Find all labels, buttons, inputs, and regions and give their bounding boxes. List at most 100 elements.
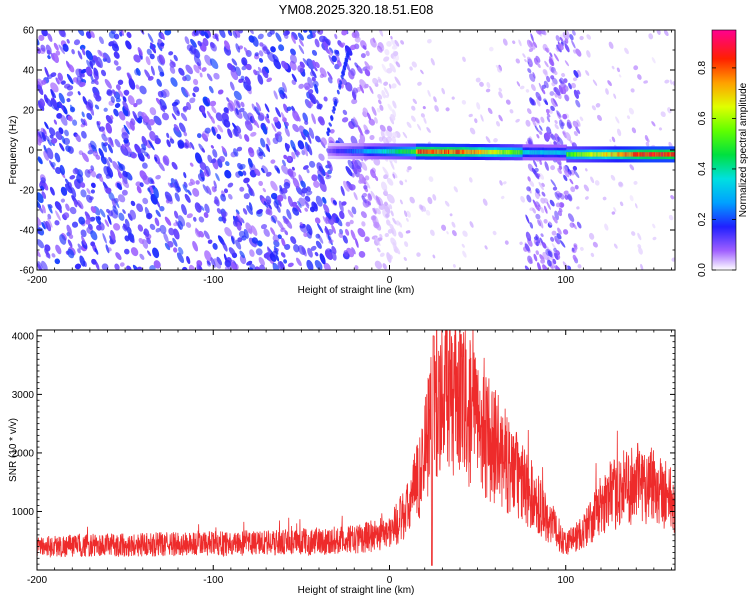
tone-core (524, 150, 527, 155)
spectrogram-cell (602, 196, 607, 201)
tone-core (427, 149, 430, 154)
spectrogram-cell (386, 41, 392, 47)
spectrogram-cell (363, 185, 368, 190)
spectrogram-cell (282, 187, 288, 194)
snr-series-line (37, 330, 675, 566)
spectrogram-cell (96, 121, 101, 131)
spectrogram-cell (552, 258, 557, 265)
spectrogram-cell (218, 155, 226, 163)
spectrogram-cell (114, 138, 121, 148)
spectrogram-cell (133, 54, 141, 63)
spectrogram-cell (416, 252, 421, 257)
spectrogram-cell (360, 161, 368, 171)
tone-core (598, 152, 600, 157)
spectrogram-cell (127, 213, 133, 221)
spectrogram-cell (345, 228, 350, 236)
spectrogram-cell (198, 216, 205, 223)
spectrogram-cell (223, 253, 228, 263)
spectrogram-cell (241, 235, 247, 241)
spectrogram-cell (180, 112, 188, 122)
spectrogram-cell (567, 213, 575, 222)
spectrogram-cell (67, 239, 73, 248)
spectrogram-cell (468, 177, 473, 183)
tone-core (445, 149, 447, 154)
tone-core (593, 152, 595, 157)
tone-core (572, 152, 574, 157)
spectrogram-cell (91, 258, 97, 265)
spectrogram-cell (88, 145, 93, 152)
spectrogram-cell (284, 126, 290, 137)
tone-core (560, 150, 562, 155)
tone-core (397, 149, 400, 154)
spectrogram-cell (633, 180, 638, 185)
tone-core (417, 149, 420, 154)
spectrogram-cell (531, 116, 537, 123)
spectrogram-cell (86, 188, 91, 195)
spectrogram-cell (527, 68, 532, 74)
spectrogram-cell (577, 89, 581, 95)
tone-core (654, 152, 657, 157)
spectrogram-cell (399, 199, 403, 205)
spectrogram-cell (304, 207, 308, 212)
tone-core (604, 152, 606, 157)
spectrogram-cell (77, 50, 83, 60)
spectrogram-cell (140, 30, 145, 35)
tone-core (403, 149, 405, 154)
spectrogram-cell (542, 68, 548, 75)
spectrogram-cell (213, 180, 217, 189)
spectrogram-cell (150, 65, 155, 76)
tone-core (609, 152, 612, 157)
tone-core (494, 149, 497, 155)
spectrogram-cell (107, 214, 112, 226)
spectrogram-cell (280, 227, 286, 233)
tone-core (602, 152, 604, 157)
tone-core (526, 150, 529, 155)
spectrogram-cell (390, 160, 395, 170)
spectrogram-cell (193, 55, 202, 67)
spectrogram-cell (280, 252, 286, 258)
spectrogram-cell (270, 180, 278, 191)
spectrogram-cell (108, 156, 113, 163)
spectrogram-cell (534, 203, 540, 212)
spectrogram-cell (537, 262, 542, 270)
tone-core (607, 152, 610, 157)
spectrogram-cell (311, 76, 316, 82)
spectrogram-cell (41, 221, 46, 230)
spectrogram-cell (349, 44, 357, 51)
spectrogram-cell (341, 71, 345, 76)
tone-core (482, 149, 485, 155)
spectrogram-cell (557, 227, 562, 235)
spectrogram-cell (104, 78, 112, 89)
spectrogram-cell (124, 218, 130, 228)
tone-core (648, 152, 651, 157)
spectrogram-cell (221, 145, 227, 154)
spectrogram-cell (43, 220, 49, 229)
spectrogram-cell (538, 181, 544, 191)
spectrogram-cell (375, 207, 381, 215)
spectrogram-cell (613, 243, 618, 249)
spectrogram-cell (47, 33, 53, 42)
tone-core (520, 150, 523, 155)
tone-core (670, 152, 673, 157)
spectrogram-cell (562, 32, 569, 40)
spectrogram-cell (49, 186, 55, 196)
spectrogram-cell (195, 180, 200, 185)
spectrogram-cell (168, 51, 174, 56)
tone-core (349, 148, 351, 154)
spectrogram-cell (388, 194, 394, 202)
tone-core (532, 150, 534, 155)
spectrogram-cell (271, 215, 277, 224)
spectrogram-cell (213, 72, 220, 80)
spectrogram-cell (251, 115, 256, 126)
tone-core (497, 149, 499, 155)
spectrogram-cell (161, 112, 170, 121)
tone-core (639, 152, 641, 157)
spectrogram-cell (110, 96, 115, 104)
tone-core (347, 148, 349, 154)
tone-core (587, 152, 590, 157)
spectrogram-cell (391, 136, 397, 143)
tone-core (406, 149, 408, 154)
spectrogram-cell (54, 258, 61, 265)
spectrogram-cell (557, 167, 562, 174)
tone-core (649, 152, 652, 157)
